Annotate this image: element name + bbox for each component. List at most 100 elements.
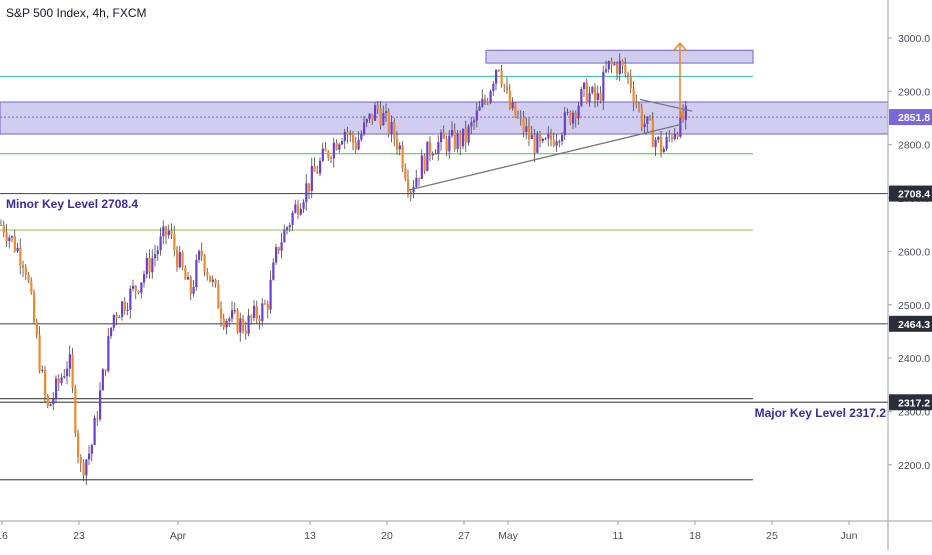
candle-body-240 <box>660 136 663 153</box>
candle-body-187 <box>514 102 517 117</box>
candle-body-36 <box>99 390 102 420</box>
candle-body-160 <box>440 132 443 143</box>
candle-body-223 <box>613 64 616 66</box>
candle-body-170 <box>467 126 470 143</box>
candle-body-224 <box>616 64 619 74</box>
candle-body-241 <box>662 148 665 153</box>
candle-body-221 <box>607 60 610 70</box>
candle-body-42 <box>115 314 118 318</box>
candle-body-213 <box>585 82 588 103</box>
trendline-layer <box>408 42 693 191</box>
candle-body-97 <box>266 303 269 310</box>
candle-body-235 <box>646 116 649 124</box>
candle-body-6 <box>16 247 19 252</box>
candle-body-1 <box>2 224 5 233</box>
candle-body-72 <box>198 251 201 260</box>
candle-body-54 <box>148 257 151 273</box>
candle-body-219 <box>602 71 605 101</box>
candle-body-2 <box>5 232 8 242</box>
candle-body-195 <box>536 133 539 153</box>
candle-body-182 <box>500 70 503 85</box>
candle-body-136 <box>374 105 377 121</box>
candle-body-211 <box>580 89 583 106</box>
y-tick-label-0: 2200.0 <box>898 460 930 472</box>
candle-body-156 <box>429 141 432 156</box>
candle-body-39 <box>107 336 110 372</box>
candle-body-19 <box>52 398 55 405</box>
candle-body-98 <box>269 279 272 310</box>
candle-body-111 <box>305 183 308 203</box>
y-tick-label-2: 2400.0 <box>898 353 930 365</box>
candle-body-11 <box>30 281 33 293</box>
candle-body-233 <box>640 108 643 128</box>
x-tick-label-4: 20 <box>381 530 393 542</box>
candle-body-120 <box>330 157 333 159</box>
candle-body-5 <box>13 236 16 252</box>
candle-body-191 <box>525 126 528 133</box>
candle-body-99 <box>272 262 275 280</box>
key-level-tag-0-bg <box>889 185 932 202</box>
candle-body-138 <box>379 108 382 126</box>
candle-body-58 <box>159 236 162 251</box>
candle-body-70 <box>192 287 195 294</box>
candle-body-194 <box>533 135 536 153</box>
candle-body-117 <box>321 148 324 161</box>
y-tick-label-6: 2800.0 <box>898 140 930 152</box>
candle-body-199 <box>547 133 550 139</box>
candle-body-60 <box>165 226 168 236</box>
candle-body-210 <box>577 105 580 119</box>
candle-body-31 <box>85 459 88 476</box>
candle-body-166 <box>456 133 459 149</box>
candle-body-93 <box>255 306 258 319</box>
candle-body-161 <box>442 132 445 139</box>
x-tick-label-6: May <box>498 530 519 542</box>
x-tick-label-9: 25 <box>766 530 778 542</box>
candle-body-57 <box>156 250 159 255</box>
candle-body-123 <box>338 144 341 150</box>
x-tick-label-0: 16 <box>0 530 8 542</box>
candle-body-234 <box>643 123 646 128</box>
candle-body-49 <box>134 285 137 291</box>
candle-body-40 <box>110 327 113 337</box>
candle-body-26 <box>71 354 74 388</box>
candle-body-22 <box>60 377 63 384</box>
candle-body-148 <box>407 179 410 192</box>
candle-body-128 <box>352 133 355 143</box>
candle-body-107 <box>294 204 297 213</box>
candle-body-9 <box>24 267 27 275</box>
candle-body-100 <box>275 247 278 263</box>
candle-body-104 <box>286 227 289 230</box>
candle-body-62 <box>170 230 173 235</box>
candle-body-147 <box>404 168 407 180</box>
candle-body-89 <box>244 330 247 334</box>
current-price-tag-text: 2851.8 <box>898 112 930 124</box>
candle-body-12 <box>33 292 36 323</box>
candle-body-24 <box>66 368 69 377</box>
candle-body-188 <box>517 116 520 118</box>
x-tick-label-8: 18 <box>689 530 701 542</box>
candle-body-33 <box>90 445 93 454</box>
candle-body-88 <box>242 318 245 331</box>
y-tick-label-7: 2900.0 <box>898 86 930 98</box>
candle-body-10 <box>27 274 30 282</box>
candle-body-61 <box>167 230 170 236</box>
candle-body-190 <box>522 117 525 133</box>
candle-body-126 <box>346 131 349 135</box>
candle-body-50 <box>137 290 140 293</box>
candle-body-20 <box>55 378 58 399</box>
candle-body-8 <box>22 265 25 268</box>
candle-body-7 <box>19 247 22 266</box>
candle-body-125 <box>343 131 346 142</box>
candle-body-87 <box>239 318 242 333</box>
candle-body-207 <box>569 111 572 124</box>
candle-body-185 <box>508 90 511 109</box>
symbol-title: S&P 500 Index, 4h, FXCM <box>6 6 147 20</box>
candle-body-159 <box>437 142 440 155</box>
candle-body-242 <box>665 136 668 149</box>
candle-body-37 <box>101 369 104 391</box>
candle-body-203 <box>558 141 561 143</box>
y-tick-label-3: 2500.0 <box>898 300 930 312</box>
candle-body-108 <box>297 204 300 215</box>
